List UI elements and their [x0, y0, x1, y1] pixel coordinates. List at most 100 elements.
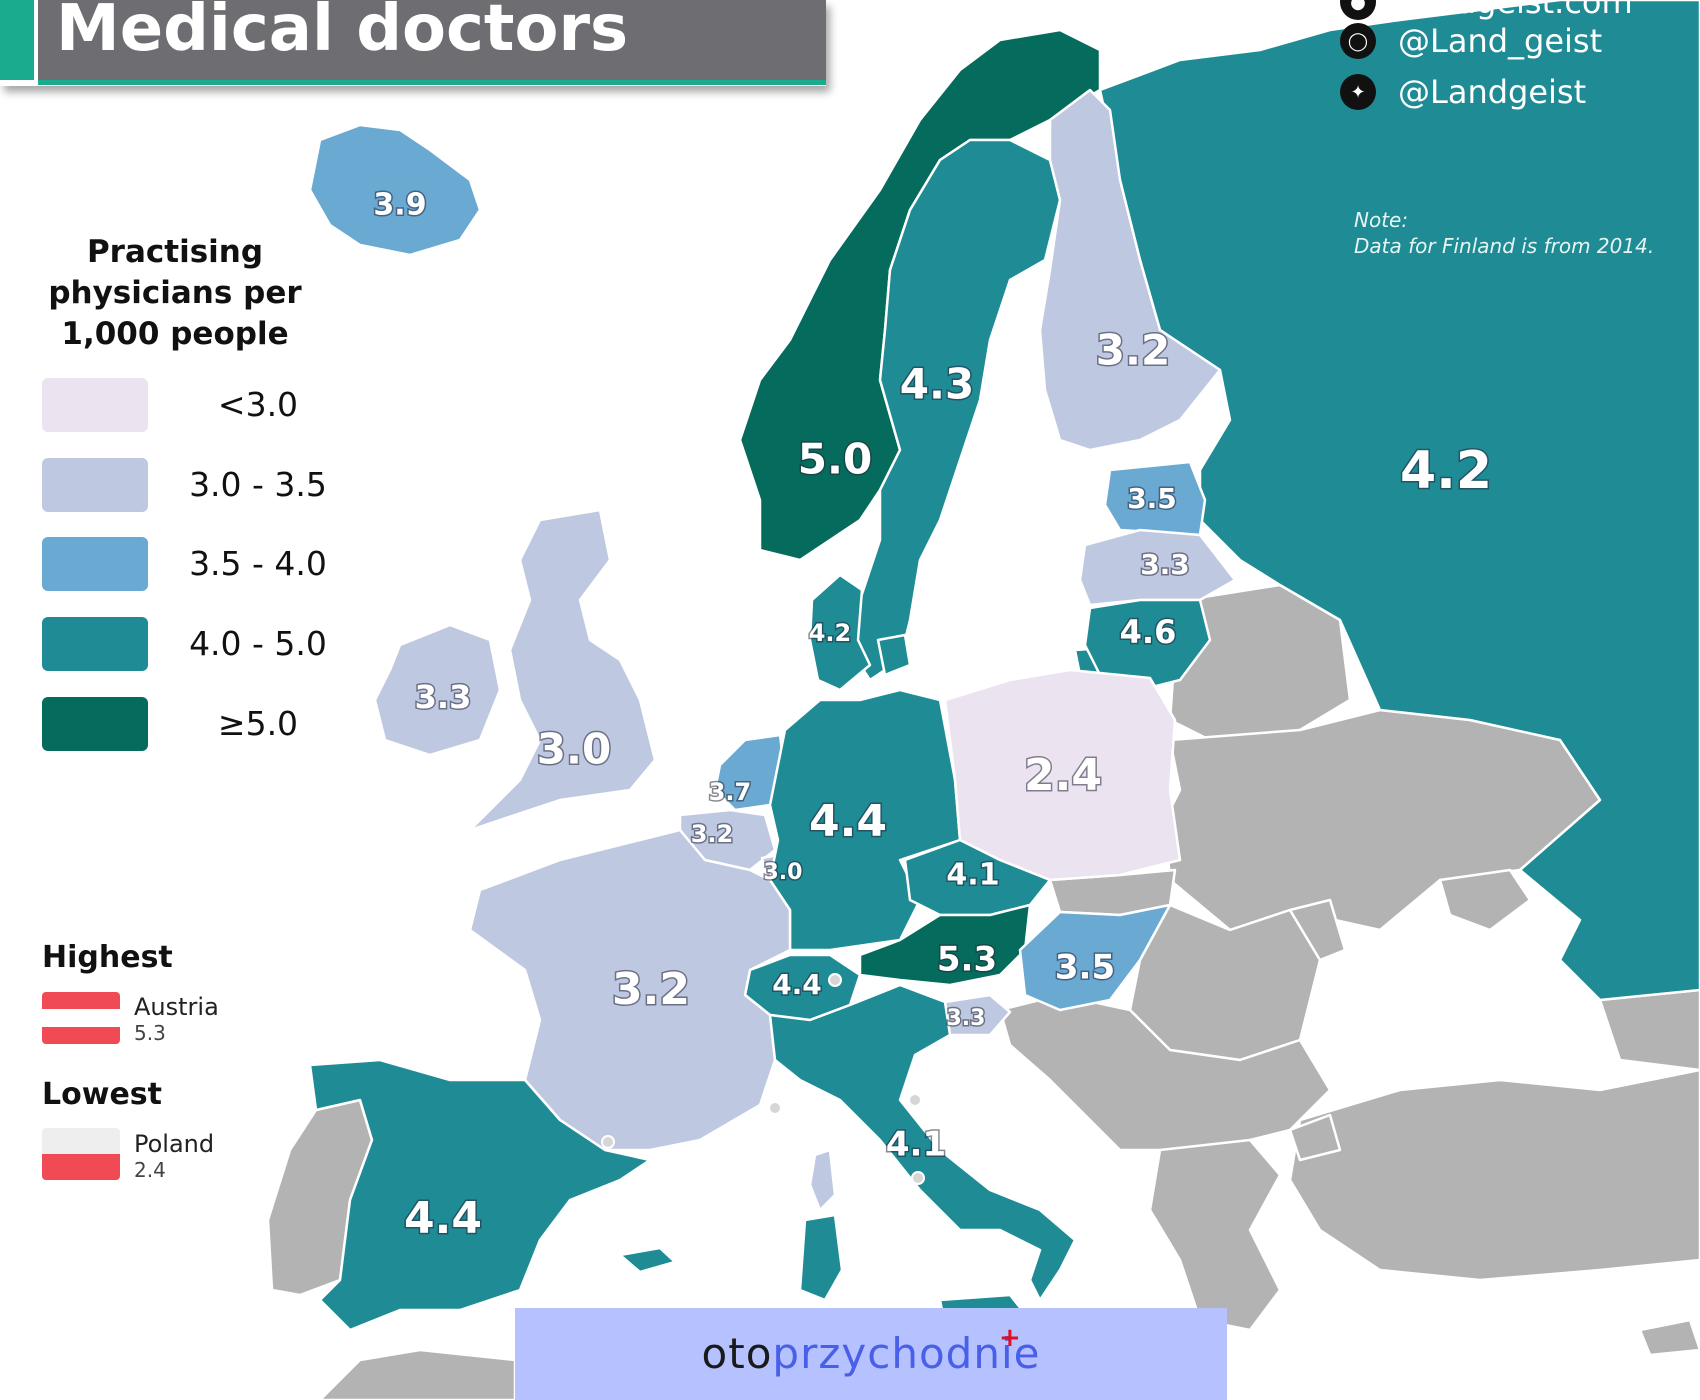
- brand-part-2: przychodnie: [772, 1329, 1041, 1378]
- value-label-france: 3.2: [612, 964, 690, 1015]
- country-sardinia: [798, 1213, 844, 1302]
- legend-item: 4.0 - 5.0: [42, 617, 342, 671]
- city-dot: [768, 1101, 782, 1115]
- twitter-icon: ✦: [1340, 74, 1376, 110]
- title-underline: [38, 80, 826, 85]
- value-label-sweden: 4.3: [900, 360, 974, 409]
- poland-flag-icon: [42, 1128, 120, 1180]
- value-label-austria: 5.3: [937, 940, 997, 980]
- value-label-italy: 4.1: [886, 1125, 946, 1165]
- legend-item: 3.0 - 3.5: [42, 458, 342, 512]
- lowest-heading: Lowest: [42, 1077, 162, 1112]
- country-crimea: [1438, 868, 1532, 932]
- value-label-estonia: 3.5: [1127, 482, 1177, 515]
- country-lithuania: [1083, 598, 1212, 692]
- instagram-label: @Land_geist: [1398, 22, 1603, 60]
- lowest-country: Poland: [134, 1130, 215, 1158]
- value-label-norway: 5.0: [798, 435, 872, 484]
- title-bar: Medical doctors: [0, 0, 826, 86]
- value-label-iceland: 3.9: [373, 188, 426, 223]
- legend-swatch: [42, 617, 148, 671]
- value-label-germany: 4.4: [809, 796, 887, 847]
- legend-title-line: Practising: [86, 234, 264, 270]
- country-moldova: [1288, 898, 1347, 962]
- country-ukraine: [1163, 708, 1602, 932]
- country-russia: [1098, 0, 1700, 1002]
- country-spain: [308, 1058, 652, 1332]
- highest-heading: Highest: [42, 940, 173, 975]
- note-text: Data for Finland is from 2014.: [1354, 234, 1655, 258]
- value-label-slovenia: 3.3: [947, 1006, 986, 1031]
- country-north-africa: [318, 1348, 517, 1400]
- value-label-switzerland: 4.4: [772, 968, 822, 1001]
- legend-swatch: [42, 458, 148, 512]
- country-caucasus: [1598, 988, 1700, 1072]
- country-cyprus: [1638, 1318, 1700, 1357]
- country-turkey-thrace: [1288, 1113, 1342, 1162]
- city-dot: [908, 1093, 922, 1107]
- country-italy: [768, 983, 1077, 1302]
- highest-country: Austria: [134, 993, 219, 1021]
- legend-item: 3.5 - 4.0: [42, 537, 342, 591]
- website-label: Landgeist.com: [1398, 0, 1633, 21]
- highest-value: 5.3: [134, 1021, 166, 1045]
- note-heading: Note:: [1354, 208, 1409, 232]
- value-label-uk: 3.0: [537, 725, 611, 774]
- value-label-belgium: 3.2: [691, 820, 734, 848]
- value-label-poland: 2.4: [1024, 750, 1102, 801]
- country-balkans: [998, 993, 1332, 1162]
- value-label-luxembourg: 3.0: [764, 860, 803, 885]
- value-label-czechia: 4.1: [946, 858, 999, 893]
- value-label-denmark: 4.2: [809, 619, 852, 647]
- country-iceland: [308, 123, 482, 257]
- value-label-spain: 4.4: [404, 1193, 482, 1244]
- country-ireland: [373, 623, 502, 757]
- legend-item: ≥5.0: [42, 697, 342, 751]
- brand-wordmark: otoprzychodnie: [515, 1308, 1227, 1400]
- legend-item: <3.0: [42, 378, 342, 432]
- page-title: Medical doctors: [56, 0, 629, 66]
- social-instagram[interactable]: ◯ @Land_geist: [1340, 19, 1602, 63]
- country-balearic-islands: [618, 1246, 677, 1274]
- legend-label: 3.0 - 3.5: [189, 465, 327, 504]
- country-turkey: [1288, 1068, 1700, 1282]
- country-sweden: [848, 138, 1062, 682]
- brand-banner[interactable]: otoprzychodnie +: [515, 1308, 1227, 1400]
- legend-swatch: [42, 537, 148, 591]
- social-website[interactable]: ● Landgeist.com: [1340, 0, 1633, 24]
- legend-label: ≥5.0: [217, 704, 299, 743]
- value-label-finland: 3.2: [1096, 326, 1170, 375]
- social-twitter[interactable]: ✦ @Landgeist: [1340, 70, 1586, 114]
- legend-label: <3.0: [217, 385, 299, 424]
- lowest-value: 2.4: [134, 1158, 166, 1182]
- value-label-lithuania: 4.6: [1120, 613, 1177, 651]
- legend-title-line: physicians per: [48, 275, 302, 311]
- legend-swatch: [42, 697, 148, 751]
- country-greece: [1148, 1138, 1282, 1332]
- country-corsica: [808, 1148, 837, 1212]
- country-finland: [1038, 88, 1222, 452]
- city-dot: [828, 973, 842, 987]
- title-box: [38, 0, 826, 80]
- globe-icon: ●: [1340, 0, 1376, 20]
- title-accent: [0, 0, 34, 80]
- country-hungary: [1018, 903, 1172, 1012]
- medical-cross-icon: +: [999, 1323, 1021, 1353]
- value-label-latvia: 3.3: [1140, 548, 1190, 581]
- city-dot: [601, 1135, 615, 1149]
- legend-label: 4.0 - 5.0: [189, 624, 327, 663]
- country-denmark-zealand: [876, 633, 912, 677]
- city-dot: [911, 1171, 925, 1185]
- value-label-hungary: 3.5: [1055, 948, 1115, 988]
- country-uk: [468, 508, 657, 832]
- value-label-ireland: 3.3: [415, 678, 472, 716]
- legend-swatch: [42, 378, 148, 432]
- value-labels: 3.9 5.0 4.3 3.2 4.2 3.5 3.3 4.6 4.2 3.3 …: [372, 186, 1494, 1246]
- brand-part-1: oto: [701, 1329, 773, 1378]
- value-label-netherlands: 3.7: [709, 778, 752, 806]
- austria-flag-icon: [42, 992, 120, 1044]
- country-denmark: [808, 573, 872, 692]
- value-label-russia: 4.2: [1400, 441, 1492, 501]
- legend-title: Practising physicians per 1,000 people: [40, 232, 310, 355]
